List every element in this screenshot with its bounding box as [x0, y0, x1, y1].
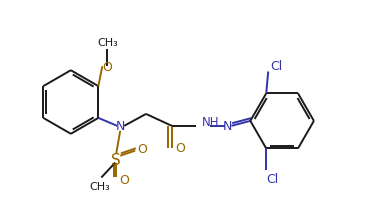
Text: NH: NH	[202, 116, 219, 129]
Text: Cl: Cl	[266, 172, 278, 185]
Text: Cl: Cl	[270, 60, 282, 73]
Text: CH₃: CH₃	[89, 181, 110, 192]
Text: N: N	[116, 120, 125, 133]
Text: O: O	[137, 143, 147, 156]
Text: N: N	[223, 120, 232, 133]
Text: O: O	[119, 173, 129, 186]
Text: S: S	[111, 152, 121, 167]
Text: O: O	[175, 142, 185, 154]
Text: O: O	[102, 60, 112, 73]
Text: CH₃: CH₃	[97, 38, 118, 48]
